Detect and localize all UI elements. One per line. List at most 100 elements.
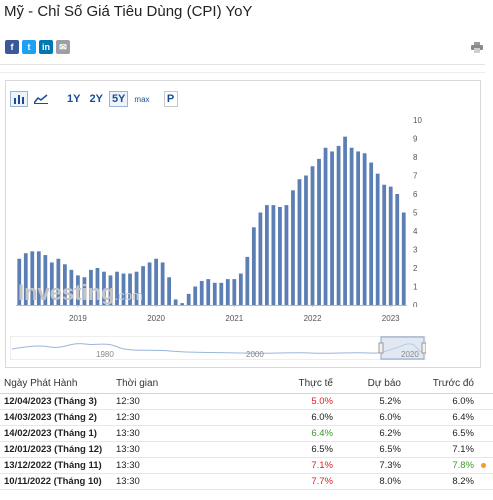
investing-watermark-suffix: .com xyxy=(115,288,143,303)
row-forecast: 6.0% xyxy=(379,412,401,423)
bar-2022-06 xyxy=(343,136,347,305)
row-actual: 6.0% xyxy=(311,412,333,423)
header-previous: Trước đó xyxy=(432,378,474,389)
range-2y-button[interactable]: 2Y xyxy=(89,93,103,105)
bar-2020-09 xyxy=(206,279,211,305)
row-actual: 7.1% xyxy=(311,460,333,471)
bar-2022-01 xyxy=(310,166,315,305)
email-share-icon[interactable]: ✉ xyxy=(56,40,70,54)
bar-2021-05 xyxy=(258,212,263,305)
bar-2021-06 xyxy=(265,205,269,305)
twitter-share-icon[interactable]: t xyxy=(22,40,36,54)
row-previous: 6.4% xyxy=(452,412,474,423)
row-previous: 7.8% xyxy=(452,460,474,471)
row-actual: 7.7% xyxy=(311,476,333,487)
row-forecast: 7.3% xyxy=(379,460,401,471)
facebook-share-icon[interactable]: f xyxy=(5,40,19,54)
range-5y-button[interactable]: 5Y xyxy=(108,91,129,107)
row-time: 13:30 xyxy=(116,476,140,487)
bar-2019-11 xyxy=(141,266,145,305)
bar-2020-08 xyxy=(199,280,204,305)
bar-2020-01 xyxy=(154,258,158,305)
header-date: Ngày Phát Hành xyxy=(4,378,78,389)
line-chart-icon[interactable] xyxy=(31,91,51,107)
bar-2022-04 xyxy=(330,151,334,305)
y-tick-label: 10 xyxy=(413,117,422,125)
y-tick-label: 4 xyxy=(413,227,418,236)
row-forecast: 8.0% xyxy=(379,476,401,487)
row-forecast: 6.2% xyxy=(379,428,401,439)
p-button[interactable]: P xyxy=(163,91,178,107)
revision-dot-icon xyxy=(481,463,486,468)
bar-2020-06 xyxy=(186,293,191,305)
bar-2020-03 xyxy=(167,277,172,305)
y-tick-label: 6 xyxy=(413,190,418,199)
share-bar: f t in ✉ xyxy=(5,40,70,54)
row-actual: 5.0% xyxy=(311,396,333,407)
bar-2019-03 xyxy=(89,269,93,305)
row-time: 13:30 xyxy=(116,444,140,455)
bar-2022-07 xyxy=(349,147,354,305)
bar-2022-10 xyxy=(369,162,374,305)
y-tick-label: 9 xyxy=(413,135,418,144)
row-previous: 6.0% xyxy=(452,396,474,407)
row-date: 14/03/2023 (Tháng 2) xyxy=(4,412,97,423)
navigator-right-handle[interactable] xyxy=(421,342,426,354)
divider xyxy=(0,64,485,65)
print-icon[interactable] xyxy=(471,42,483,53)
bar-2022-02 xyxy=(317,158,321,305)
header-time: Thời gian xyxy=(116,378,159,389)
y-tick-label: 5 xyxy=(413,209,418,218)
bar-2018-10 xyxy=(56,258,61,305)
bar-2019-02 xyxy=(82,277,87,305)
bar-2022-08 xyxy=(356,151,361,305)
table-row: 14/03/2023 (Tháng 2) 12:30 6.0% 6.0% 6.4% xyxy=(0,410,493,426)
row-time: 13:30 xyxy=(116,460,140,471)
row-date: 13/12/2022 (Tháng 11) xyxy=(4,460,102,471)
row-date: 10/11/2022 (Tháng 10) xyxy=(4,476,102,487)
bar-2020-04 xyxy=(173,299,178,305)
header-forecast: Dự báo xyxy=(367,378,401,389)
range-max-button[interactable]: max xyxy=(134,94,150,104)
bar-2023-01 xyxy=(388,186,393,305)
bar-2021-04 xyxy=(251,227,256,305)
bar-2022-05 xyxy=(336,145,341,305)
bar-2022-03 xyxy=(323,147,328,305)
bar-2021-08 xyxy=(278,206,282,305)
bar-2023-03 xyxy=(401,212,406,305)
table-header: Ngày Phát Hành Thời gian Thực tế Dự báo … xyxy=(0,374,493,394)
bar-2019-07 xyxy=(115,271,119,305)
y-tick-label: 7 xyxy=(413,172,418,181)
navigator-label: 2000 xyxy=(246,350,264,359)
linkedin-share-icon[interactable]: in xyxy=(39,40,53,54)
range-1y-button[interactable]: 1Y xyxy=(67,93,81,105)
bar-2018-06 xyxy=(30,251,35,305)
row-time: 12:30 xyxy=(116,412,140,423)
bar-2019-09 xyxy=(128,273,132,305)
bar-2019-01 xyxy=(76,275,80,305)
y-tick-label: 0 xyxy=(413,301,418,307)
row-time: 13:30 xyxy=(116,428,140,439)
y-tick-label: 8 xyxy=(413,153,418,162)
bar-2021-03 xyxy=(245,256,250,305)
bar-2018-12 xyxy=(69,269,74,305)
chart-container xyxy=(5,80,481,368)
row-date: 12/01/2023 (Tháng 12) xyxy=(4,444,103,455)
bar-2018-07 xyxy=(36,251,41,305)
bar-2020-05 xyxy=(180,303,185,305)
row-previous: 8.2% xyxy=(452,476,474,487)
bar-2019-12 xyxy=(147,262,152,305)
time-navigator[interactable]: 1980 2000 2020 xyxy=(10,336,426,360)
navigator-label: 2020 xyxy=(401,350,419,359)
bar-2021-07 xyxy=(271,205,276,305)
bar-chart-icon[interactable] xyxy=(10,91,28,107)
divider xyxy=(0,72,485,73)
table-row: 12/04/2023 (Tháng 3) 12:30 5.0% 5.2% 6.0% xyxy=(0,394,493,410)
x-tick-label: 2020 xyxy=(147,314,165,323)
navigator-left-handle[interactable] xyxy=(378,342,384,354)
navigator-label: 1980 xyxy=(96,350,114,359)
x-tick-label: 2019 xyxy=(69,314,87,323)
bar-2018-05 xyxy=(23,253,28,305)
revision-dot-cell xyxy=(474,463,493,468)
table-row: 14/02/2023 (Tháng 1) 13:30 6.4% 6.2% 6.5% xyxy=(0,426,493,442)
